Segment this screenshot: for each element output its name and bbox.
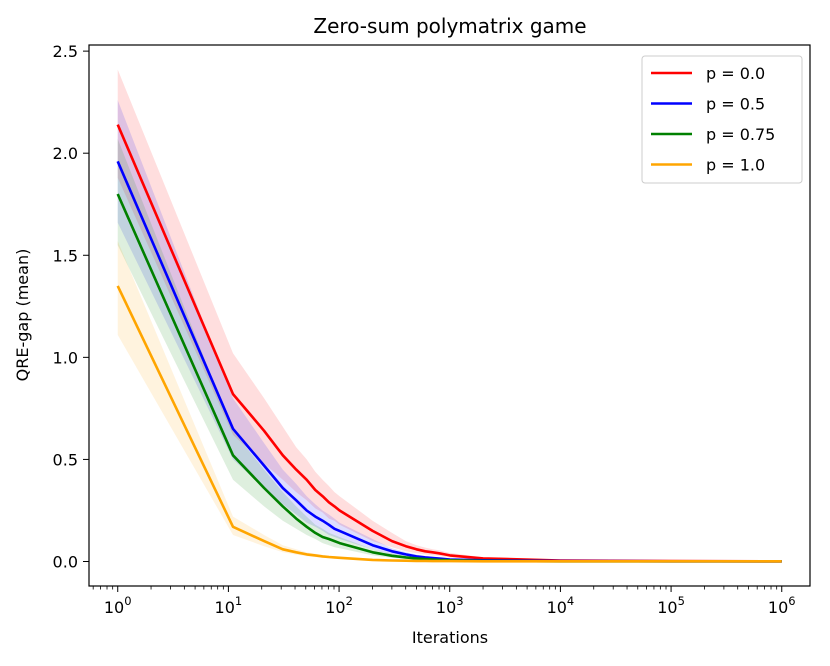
y-tick-label: 1.5 <box>53 246 78 265</box>
y-axis: 0.0 0.5 1.0 1.5 2.0 2.5 <box>53 42 89 572</box>
band-series-0 <box>117 69 782 562</box>
x-axis: 100 101 102 103 104 105 106 <box>92 586 796 617</box>
y-tick-label: 0.5 <box>53 450 78 469</box>
legend-label-2: p = 0.75 <box>706 125 775 144</box>
x-tick-label: 103 <box>436 594 464 617</box>
legend-frame <box>641 55 803 184</box>
x-tick-label: 104 <box>547 594 575 617</box>
y-tick-label: 1.0 <box>53 348 78 367</box>
y-tick-label: 0.0 <box>53 553 78 572</box>
x-tick-label: 106 <box>768 594 796 617</box>
x-tick-label: 101 <box>215 594 243 617</box>
series-lines <box>116 124 782 563</box>
legend-label-1: p = 0.5 <box>706 95 765 114</box>
y-tick-label: 2.5 <box>53 42 78 61</box>
x-tick-label: 102 <box>325 594 353 617</box>
y-axis-title: QRE-gap (mean) <box>13 249 32 382</box>
line-series-3 <box>116 285 782 563</box>
x-tick-label: 100 <box>104 594 132 617</box>
line-series-0 <box>116 124 782 563</box>
y-tick-label: 2.0 <box>53 144 78 163</box>
confidence-bands <box>117 69 782 562</box>
x-axis-title: Iterations <box>412 628 488 647</box>
chart-title: Zero-sum polymatrix game <box>313 14 586 38</box>
legend-label-0: p = 0.0 <box>706 64 765 83</box>
legend: p = 0.0 p = 0.5 p = 0.75 p = 1.0 <box>641 55 803 184</box>
legend-label-3: p = 1.0 <box>706 156 765 175</box>
x-tick-label: 105 <box>657 594 685 617</box>
